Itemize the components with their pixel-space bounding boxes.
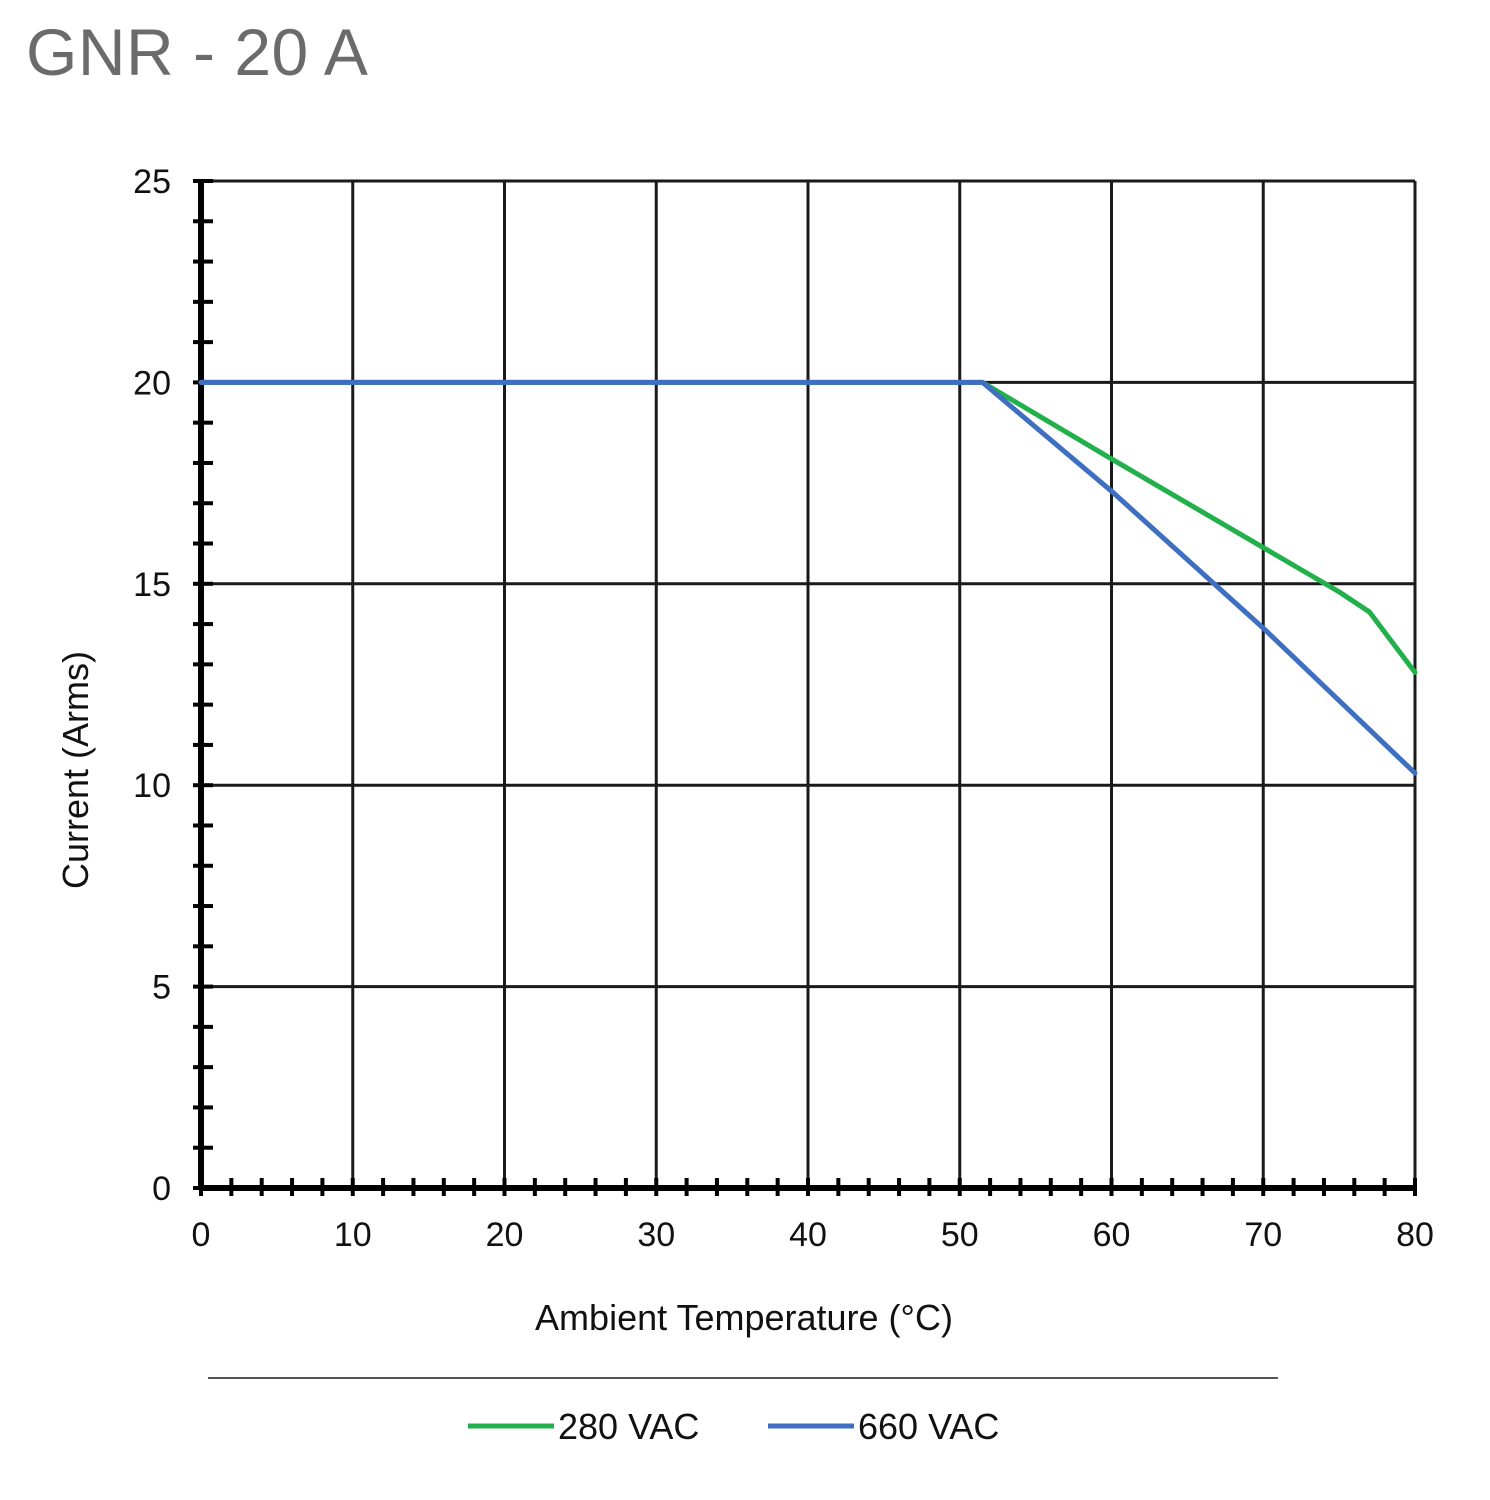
legend-label: 280 VAC xyxy=(558,1406,699,1447)
series-lines xyxy=(198,379,1418,776)
y-tick-label: 25 xyxy=(133,163,171,201)
x-tick-label: 10 xyxy=(334,1216,372,1254)
x-tick-label: 30 xyxy=(637,1216,675,1254)
x-tick-label: 70 xyxy=(1244,1216,1282,1254)
x-tick-label: 40 xyxy=(789,1216,827,1254)
tick-labels: 0 10 20 30 40 50 60 70 80 0 5 10 15 20 25 xyxy=(133,163,1434,1254)
grid xyxy=(198,179,1417,1191)
y-axis-title: Current (Arms) xyxy=(55,651,96,889)
x-axis-title: Ambient Temperature (°C) xyxy=(535,1297,953,1338)
y-tick-label: 0 xyxy=(152,1170,171,1208)
series-line-660-vac xyxy=(198,379,1418,776)
x-tick-label: 0 xyxy=(192,1216,211,1254)
legend-label: 660 VAC xyxy=(858,1406,999,1447)
y-tick-label: 15 xyxy=(133,566,171,604)
x-tick-label: 20 xyxy=(486,1216,524,1254)
minor-ticks xyxy=(193,179,1417,1196)
x-tick-label: 60 xyxy=(1093,1216,1131,1254)
page-title: GNR - 20 A xyxy=(26,15,369,89)
x-tick-label: 80 xyxy=(1396,1216,1434,1254)
y-tick-label: 20 xyxy=(133,364,171,402)
y-tick-label: 5 xyxy=(152,969,171,1007)
x-tick-label: 50 xyxy=(941,1216,979,1254)
legend: 280 VAC 660 VAC xyxy=(468,1406,999,1447)
y-tick-label: 10 xyxy=(133,767,171,805)
